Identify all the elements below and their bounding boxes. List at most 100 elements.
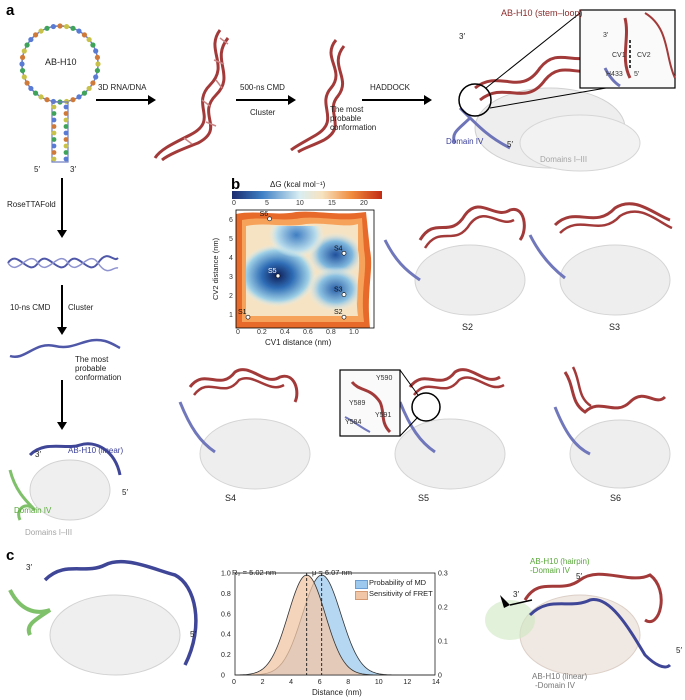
- residue-y584: Y584: [345, 419, 362, 426]
- c-five-prime: 5′: [190, 630, 196, 639]
- fret-xtick-0: 0: [232, 679, 236, 686]
- panel-letter-a: a: [6, 2, 15, 19]
- fret-xtick-7: 14: [432, 679, 440, 686]
- fret-ytick-left-3: 0.6: [221, 611, 231, 618]
- state-point-s5: [275, 273, 281, 279]
- colorbar: [232, 191, 382, 199]
- state-label-s1: S1: [238, 309, 247, 316]
- inset-three-prime: 3′: [603, 32, 609, 39]
- panel-letter-b: b: [231, 176, 241, 193]
- three-prime-label: 3′: [70, 165, 76, 174]
- linear-domain-label-1: AB-H10 (linear): [532, 672, 588, 681]
- state-label-s2: S2: [334, 309, 343, 316]
- fel-xtick-3: 0.6: [303, 329, 313, 336]
- legend-fret: Sensitivity of FRET: [369, 589, 433, 598]
- legend-md: Probability of MD: [369, 578, 427, 587]
- fret-ytick-left-2: 0.4: [221, 632, 231, 639]
- arrow-10ns: [57, 285, 67, 335]
- fel-ytick-5: 5: [229, 236, 233, 243]
- r0-label: R₀ = 5.02 nm: [232, 568, 277, 577]
- colorbar-title: ΔG (kcal mol⁻¹): [270, 180, 326, 189]
- arrow-haddock: [362, 95, 432, 105]
- most-probable-3: conformation: [330, 123, 377, 132]
- structure-s6-label: S6: [610, 493, 622, 503]
- hairpin-domain-label-2: -Domain IV: [530, 566, 571, 575]
- helix-3d-model: [153, 29, 230, 162]
- state-point-s3: [341, 292, 347, 297]
- fel-ytick-2: 2: [229, 293, 233, 300]
- hairpin-label: AB-H10: [45, 57, 77, 67]
- h433-label: H433: [606, 71, 623, 78]
- structure-s2: [383, 205, 526, 316]
- most-probable-1: The most: [330, 105, 364, 114]
- complex-c-left: [8, 559, 198, 676]
- state-point-s1: [245, 314, 251, 320]
- c-three-prime: 3′: [26, 563, 32, 572]
- arrow-to-complex: [57, 380, 67, 430]
- fret-xtick-1: 2: [261, 679, 265, 686]
- legend-fret-swatch: [355, 591, 368, 600]
- complex-linear: [8, 442, 122, 521]
- residue-y589: Y589: [349, 400, 366, 407]
- state-label-s6: S6: [260, 211, 269, 218]
- linear-three-prime: 3′: [35, 450, 41, 459]
- linear-five-prime: 5′: [122, 488, 128, 497]
- hairpin-secondary-structure: [19, 23, 101, 163]
- linear-helix: [7, 255, 119, 272]
- fel-xtick-2: 0.4: [280, 329, 290, 336]
- step-haddock: HADDOCK: [370, 83, 411, 92]
- right-three-prime: 3′: [513, 590, 519, 599]
- cb-tick-15: 15: [328, 200, 336, 207]
- fret-series-1: [234, 574, 435, 676]
- residue-y591: Y591: [375, 412, 392, 419]
- state-point-s4: [341, 250, 347, 256]
- fret-xtick-4: 8: [346, 679, 350, 686]
- cb-tick-0: 0: [232, 200, 236, 207]
- arrow-cmd: [236, 95, 296, 105]
- linear-domain-iv: Domain IV: [14, 506, 52, 515]
- fel-ytick-4: 4: [229, 255, 233, 262]
- arrow-3d: [96, 95, 156, 105]
- fel-ylabel: CV2 distance (nm): [211, 237, 220, 300]
- structure-s4: [178, 368, 311, 490]
- structure-s5: [339, 368, 506, 490]
- structure-s5-label: S5: [418, 493, 430, 503]
- cb-tick-5: 5: [265, 200, 269, 207]
- hairpin-domain-label-1: AB-H10 (hairpin): [530, 557, 590, 566]
- arrow-rosettafold: [57, 178, 67, 238]
- fel-ytick-3: 3: [229, 274, 233, 281]
- state-point-s2: [341, 314, 347, 320]
- right-five-prime-b: 5′: [676, 646, 682, 655]
- fel-xlabel: CV1 distance (nm): [265, 338, 332, 347]
- state-point-s6: [267, 216, 272, 222]
- mu-label: μ = 6.07 nm: [312, 568, 352, 577]
- fel-xtick-1: 0.2: [257, 329, 267, 336]
- fel-ytick-6: 6: [229, 217, 233, 224]
- fret-ytick-right-0: 0: [438, 673, 442, 680]
- cv1-label: CV1: [612, 52, 626, 59]
- fret-ytick-right-2: 0.2: [438, 605, 448, 612]
- legend-md-swatch: [355, 580, 368, 589]
- most-probable-linear-1: The most: [75, 355, 109, 364]
- residue-y590: Y590: [376, 375, 393, 382]
- most-probable-2: probable: [330, 114, 362, 123]
- fret-ytick-left-4: 0.8: [221, 591, 231, 598]
- state-label-s4: S4: [334, 245, 343, 252]
- linear-complex-label: AB-H10 (linear): [68, 446, 124, 455]
- structure-s3: [528, 202, 673, 316]
- state-label-s5: S5: [268, 268, 277, 275]
- linear-most-probable: [9, 338, 121, 359]
- cb-tick-20: 20: [360, 200, 368, 207]
- step-10ns-cmd: 10-ns CMD: [10, 303, 51, 312]
- step-rosettafold: RoseTTAFold: [7, 200, 56, 209]
- fret-xtick-2: 4: [289, 679, 293, 686]
- helix-most-probable: [290, 39, 346, 154]
- most-probable-linear-3: conformation: [75, 373, 122, 382]
- fel-xtick-4: 0.8: [326, 329, 336, 336]
- domain-iv-label: Domain IV: [446, 137, 484, 146]
- fret-xtick-3: 6: [318, 679, 322, 686]
- fel-xtick-0: 0: [236, 329, 240, 336]
- structure-s4-label: S4: [225, 493, 237, 503]
- fret-xtick-6: 12: [403, 679, 411, 686]
